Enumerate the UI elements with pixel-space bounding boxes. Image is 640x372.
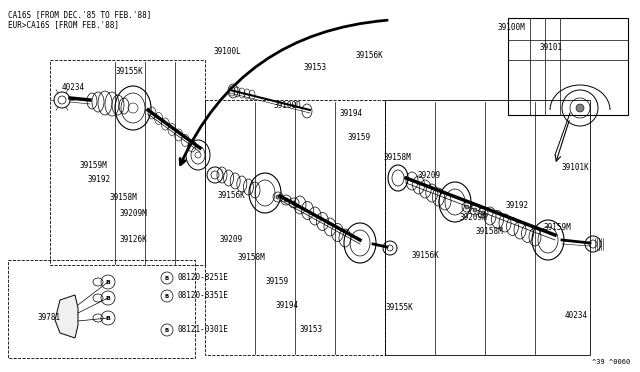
Text: 39156K: 39156K <box>355 51 383 61</box>
Ellipse shape <box>292 201 296 205</box>
Text: B: B <box>106 315 111 321</box>
Text: 39209: 39209 <box>418 170 441 180</box>
Text: 39101: 39101 <box>540 42 563 51</box>
Text: 39192: 39192 <box>88 176 111 185</box>
Text: 39155K: 39155K <box>385 304 413 312</box>
Text: B: B <box>106 295 111 301</box>
Text: 39159: 39159 <box>347 134 370 142</box>
Text: 39155K: 39155K <box>115 67 143 77</box>
Text: 40234: 40234 <box>565 311 588 320</box>
Text: 39158M: 39158M <box>383 154 411 163</box>
Text: 08121-0301E: 08121-0301E <box>177 326 228 334</box>
Text: 39100D: 39100D <box>274 100 301 109</box>
Text: B: B <box>165 327 169 333</box>
Polygon shape <box>55 295 78 338</box>
Text: 39159M: 39159M <box>543 224 571 232</box>
Ellipse shape <box>195 152 201 158</box>
Text: 08120-8251E: 08120-8251E <box>177 273 228 282</box>
Text: 39159: 39159 <box>265 278 288 286</box>
Text: B: B <box>106 279 111 285</box>
Text: 39209M: 39209M <box>120 208 148 218</box>
Ellipse shape <box>465 205 469 209</box>
Text: 39209M: 39209M <box>460 214 488 222</box>
Ellipse shape <box>473 208 477 212</box>
Text: CA16S [FROM DEC.'85 TO FEB.'88]
EUR>CA16S [FROM FEB.'88]: CA16S [FROM DEC.'85 TO FEB.'88] EUR>CA16… <box>8 10 152 29</box>
Text: 39158M: 39158M <box>110 193 138 202</box>
Text: 39159M: 39159M <box>80 160 108 170</box>
Text: 39158M: 39158M <box>237 253 265 262</box>
Text: 39153: 39153 <box>300 326 323 334</box>
Ellipse shape <box>276 195 280 199</box>
Text: 39100L: 39100L <box>213 48 241 57</box>
Text: 39194: 39194 <box>340 109 363 118</box>
Text: 40234: 40234 <box>62 83 85 93</box>
Text: 39156K: 39156K <box>412 250 440 260</box>
Text: 39209: 39209 <box>220 235 243 244</box>
Text: 39192: 39192 <box>505 201 528 209</box>
Text: 39194: 39194 <box>276 301 299 310</box>
Ellipse shape <box>284 198 288 202</box>
Text: 39101K: 39101K <box>562 164 589 173</box>
Text: 39156K: 39156K <box>217 190 244 199</box>
Text: 39153: 39153 <box>303 64 326 73</box>
Text: 39158M: 39158M <box>475 228 503 237</box>
Text: B: B <box>165 276 169 280</box>
Text: ^39 ^0060: ^39 ^0060 <box>592 359 630 365</box>
Ellipse shape <box>481 211 485 215</box>
Text: 39126K: 39126K <box>120 235 148 244</box>
Text: 39781: 39781 <box>38 314 61 323</box>
Text: 39100M: 39100M <box>497 22 525 32</box>
Text: 08120-8351E: 08120-8351E <box>177 292 228 301</box>
Ellipse shape <box>576 104 584 112</box>
Text: B: B <box>165 294 169 298</box>
